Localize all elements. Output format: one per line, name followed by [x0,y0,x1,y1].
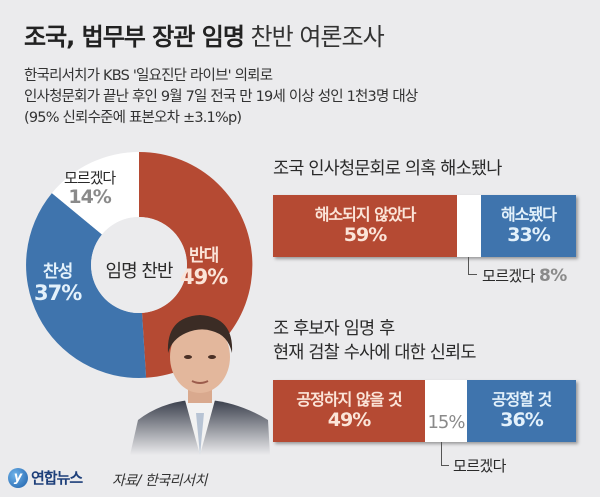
donut-chart [26,151,253,379]
q2-title-line-1: 조 후보자 임명 후 [273,319,395,339]
portrait-photo [130,315,270,455]
q1-seg0-value: 59% [343,224,387,247]
q2-seg2-label: 공정할 것 [491,390,552,409]
q2-seg2-value: 36% [500,409,543,432]
q1-segment-resolved: 해소됐다 33% [481,195,576,257]
subtitle-line-3: (95% 신뢰수준에 표본오차 ±3.1%p) [24,110,242,126]
unknown-label: 모르겠다 [64,169,116,187]
q1-seg2-value: 33% [507,224,550,247]
title-light: 찬반 여론조사 [250,23,385,51]
support-value: 37% [34,280,82,305]
q1-unknown-annotation: 모르겠다 8% [482,265,567,286]
q2-segment-unknown: 15% [425,380,467,442]
q1-unknown-label: 모르겠다 [482,267,535,285]
q2-stacked-bar: 공정하지 않을 것 49% 15% 공정할 것 36% [273,380,576,442]
q1-unknown-value: 8% [538,266,567,286]
q2-seg1-value: 15% [427,412,465,434]
yonhap-logo: y 연합뉴스 [8,467,83,488]
q1-segment-unknown [457,195,481,257]
logo-mark-icon: y [8,467,28,488]
unknown-value: 14% [68,185,111,208]
donut-center-label: 임명 찬반 [105,261,174,282]
slice-unknown [51,152,139,235]
title-bold: 조국, 법무부 장관 임명 [24,23,245,51]
q1-segment-not-resolved: 해소되지 않았다 59% [273,195,457,257]
page-title: 조국, 법무부 장관 임명 찬반 여론조사 [24,17,385,52]
q1-seg2-label: 해소됐다 [501,205,557,224]
donut-label-support: 찬성 37% [34,262,82,305]
source-credit: 자료/ 한국리서치 [112,473,207,489]
q1-seg0-label: 해소되지 않았다 [314,205,417,224]
q2-seg0-value: 49% [327,409,371,432]
q1-leader-line [468,257,477,275]
subtitle-line-2: 인사청문회가 끝난 후인 9월 7일 전국 만 19세 이상 성인 1천3명 대… [24,89,418,105]
q2-unknown-label: 모르겠다 [453,457,506,475]
logo-text: 연합뉴스 [31,469,83,487]
slice-support [26,193,147,379]
subtitle-line-1: 한국리서치가 KBS '일요진단 라이브' 의뢰로 [24,68,273,84]
support-label: 찬성 [42,262,73,282]
q1-title: 조국 인사청문회로 의혹 해소됐나 [273,159,502,179]
slice-oppose [139,151,253,378]
oppose-label: 반대 [188,246,219,266]
q2-leader-line [441,442,449,466]
donut-label-oppose: 반대 49% [180,246,228,289]
oppose-value: 49% [180,264,228,289]
q2-unknown-annotation: 모르겠다 [453,455,506,476]
q1-stacked-bar: 해소되지 않았다 59% 해소됐다 33% [273,195,576,257]
q2-segment-not-fair: 공정하지 않을 것 49% [273,380,425,442]
q2-title-line-2: 현재 검찰 수사에 대한 신뢰도 [273,343,476,363]
donut-label-unknown: 모르겠다 14% [64,169,116,208]
q2-seg0-label: 공정하지 않을 것 [296,390,402,409]
q2-segment-fair: 공정할 것 36% [467,380,576,442]
